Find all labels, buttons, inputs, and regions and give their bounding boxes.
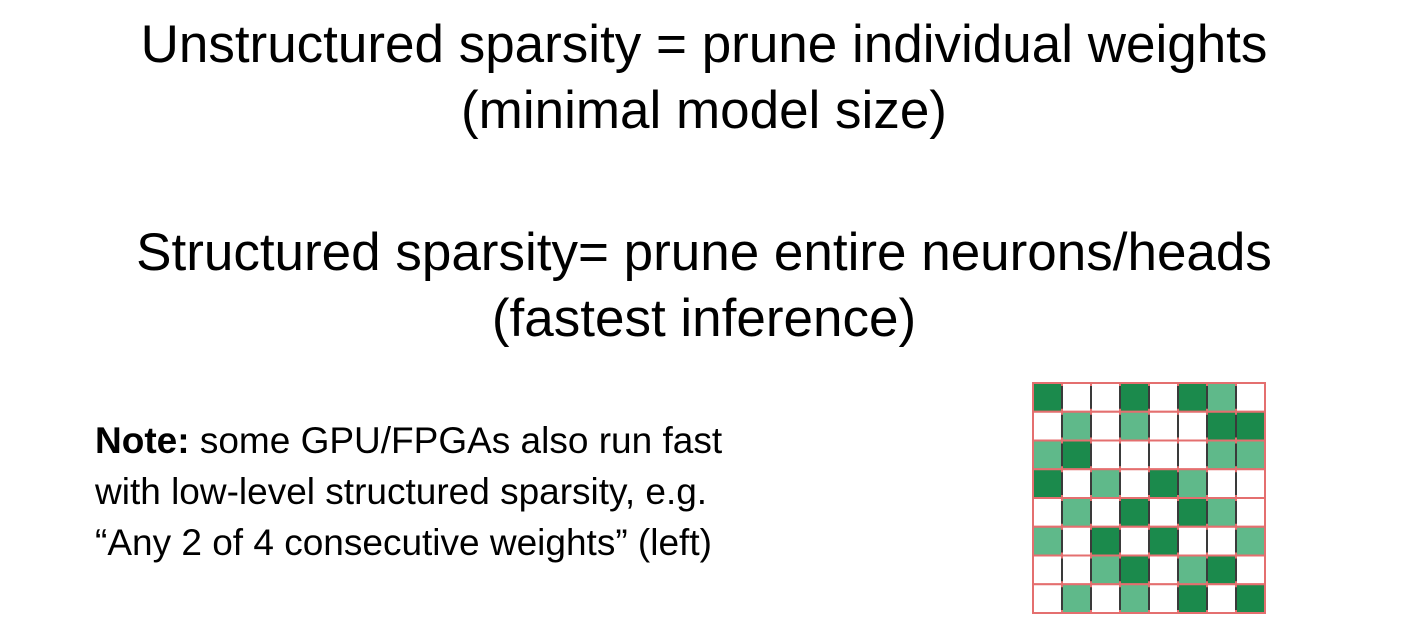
grid-cell-white xyxy=(1206,583,1237,614)
grid-cell-medium xyxy=(1235,439,1266,471)
grid-cell-medium xyxy=(1177,554,1208,586)
grid-cell-medium xyxy=(1090,468,1121,499)
grid-cell-dark xyxy=(1206,554,1237,586)
unstructured-heading-line2: (minimal model size) xyxy=(461,81,947,140)
grid-cell-white xyxy=(1119,468,1150,499)
grid-cell-white xyxy=(1061,468,1092,499)
grid-cell-dark xyxy=(1119,382,1150,413)
grid-cell-white xyxy=(1090,382,1121,413)
grid-cell-medium xyxy=(1061,583,1092,614)
grid-cell-dark xyxy=(1235,410,1266,442)
grid-cell-medium xyxy=(1090,554,1121,586)
grid-cell-medium xyxy=(1061,410,1092,442)
grid-cell-white xyxy=(1177,410,1208,442)
grid-cell-white xyxy=(1206,468,1237,499)
grid-cell-white xyxy=(1090,410,1121,442)
grid-cell-medium xyxy=(1119,583,1150,614)
grid-cell-white xyxy=(1177,525,1208,557)
grid-cell-white xyxy=(1148,583,1179,614)
grid-cell-white xyxy=(1119,439,1150,471)
grid-cell-white xyxy=(1061,382,1092,413)
unstructured-heading-line1: Unstructured sparsity = prune individual… xyxy=(140,15,1268,74)
note-line1-text: some GPU/FPGAs also run fast xyxy=(189,420,723,461)
grid-cell-white xyxy=(1235,468,1266,499)
grid-cell-white xyxy=(1032,583,1063,614)
grid-cell-dark xyxy=(1090,525,1121,557)
note-line1: Note: some GPU/FPGAs also run fast xyxy=(95,415,975,466)
grid-cell-medium xyxy=(1206,439,1237,471)
grid-cell-white xyxy=(1090,583,1121,614)
grid-cell-white xyxy=(1235,554,1266,586)
grid-cell-white xyxy=(1061,554,1092,586)
grid-cell-dark xyxy=(1177,583,1208,614)
grid-cell-medium xyxy=(1206,497,1237,528)
grid-cell-white xyxy=(1235,382,1266,413)
grid-cell-medium xyxy=(1206,382,1237,413)
grid-cell-dark xyxy=(1119,497,1150,528)
grid-cell-white xyxy=(1061,525,1092,557)
grid-cell-white xyxy=(1177,439,1208,471)
unstructured-sparsity-heading: Unstructured sparsity = prune individual… xyxy=(0,12,1408,144)
sparsity-pattern-grid xyxy=(1032,382,1266,614)
grid-cell-white xyxy=(1090,497,1121,528)
grid-cell-white xyxy=(1090,439,1121,471)
grid-cell-medium xyxy=(1032,439,1063,471)
grid-cell-dark xyxy=(1235,583,1266,614)
grid-cell-dark xyxy=(1032,382,1063,413)
grid-cell-white xyxy=(1148,554,1179,586)
note-line3: “Any 2 of 4 consecutive weights” (left) xyxy=(95,522,712,563)
grid-cell-dark xyxy=(1177,382,1208,413)
grid-cell-medium xyxy=(1032,525,1063,557)
grid-cell-medium xyxy=(1061,497,1092,528)
grid-cell-white xyxy=(1032,497,1063,528)
grid-cell-white xyxy=(1235,497,1266,528)
grid-cell-white xyxy=(1032,554,1063,586)
grid-cell-dark xyxy=(1177,497,1208,528)
grid-cell-white xyxy=(1148,439,1179,471)
grid-cell-dark xyxy=(1206,410,1237,442)
structured-sparsity-heading: Structured sparsity= prune entire neuron… xyxy=(0,220,1408,352)
grid-cell-white xyxy=(1119,525,1150,557)
grid-cell-dark xyxy=(1119,554,1150,586)
grid-cell-medium xyxy=(1119,410,1150,442)
structured-heading-line1: Structured sparsity= prune entire neuron… xyxy=(136,223,1272,282)
grid-cell-medium xyxy=(1235,525,1266,557)
structured-heading-line2: (fastest inference) xyxy=(491,289,917,348)
note-line2: with low-level structured sparsity, e.g. xyxy=(95,471,708,512)
grid-cell-dark xyxy=(1032,468,1063,499)
grid-cell-dark xyxy=(1148,468,1179,499)
grid-cell-dark xyxy=(1061,439,1092,471)
grid-cell-white xyxy=(1148,497,1179,528)
note-label: Note: xyxy=(95,420,190,461)
grid-cell-white xyxy=(1148,410,1179,442)
note-text: Note: some GPU/FPGAs also run fast with … xyxy=(95,415,975,568)
grid-cell-white xyxy=(1206,525,1237,557)
grid-cell-white xyxy=(1032,410,1063,442)
grid-cell-white xyxy=(1148,382,1179,413)
grid-cell-dark xyxy=(1148,525,1179,557)
grid-cell-medium xyxy=(1177,468,1208,499)
